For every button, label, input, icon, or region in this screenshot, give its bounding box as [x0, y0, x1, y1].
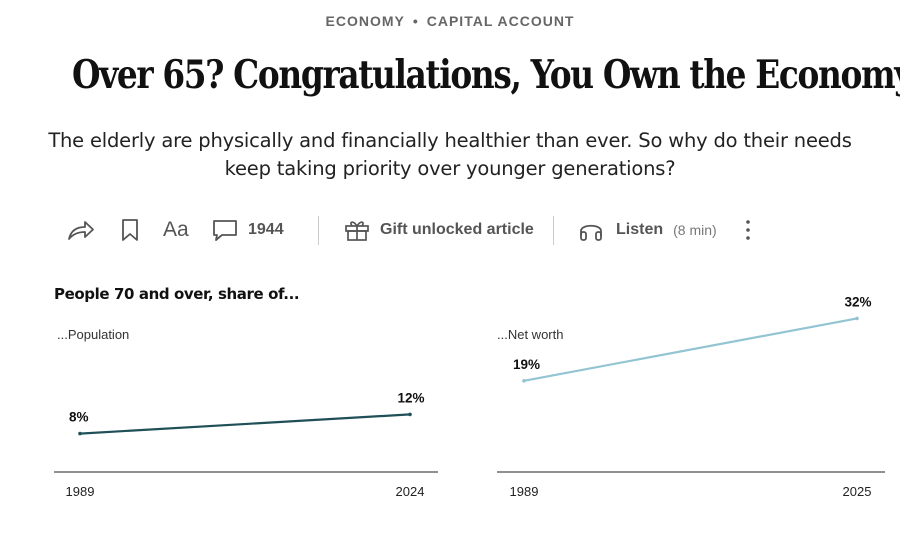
listen-label: Listen [616, 221, 664, 238]
headphones-icon [578, 218, 604, 242]
headline: Over 65? Congratulations, You Own the Ec… [72, 52, 900, 98]
share-button[interactable] [66, 212, 96, 248]
data-label: 32% [844, 294, 871, 309]
data-label: 12% [397, 390, 424, 405]
gift-article-button[interactable]: Gift unlocked article [344, 212, 534, 248]
article-toolbar: Aa 1944 Gift unlocked article Listen (8 … [66, 212, 786, 248]
panel-subtitle: ...Population [57, 327, 129, 342]
kicker-section-link[interactable]: ECONOMY [325, 13, 405, 29]
data-point [408, 412, 412, 417]
panel-subtitle: ...Net worth [497, 327, 563, 342]
kicker: ECONOMY • CAPITAL ACCOUNT [0, 13, 900, 29]
toolbar-divider [318, 216, 319, 245]
x-tick-label: 1989 [510, 484, 539, 499]
series-line [523, 317, 858, 382]
data-point [78, 431, 82, 436]
vertical-ellipsis-icon [744, 218, 752, 242]
chart-title: People 70 and over, share of... [54, 285, 300, 303]
dek: The elderly are physically and financial… [48, 129, 852, 180]
x-tick-label: 1989 [66, 484, 95, 499]
series-line [79, 413, 411, 435]
data-point [522, 379, 526, 383]
listen-button[interactable]: Listen (8 min) [578, 212, 717, 248]
x-tick-label: 2025 [843, 484, 872, 499]
comments-count: 1944 [248, 221, 284, 238]
data-label: 19% [513, 357, 540, 372]
listen-duration: (8 min) [673, 222, 717, 238]
kicker-column-link[interactable]: CAPITAL ACCOUNT [426, 13, 575, 29]
comment-bubble-icon [212, 218, 238, 242]
data-point [855, 316, 859, 321]
bookmark-button[interactable] [121, 212, 139, 248]
x-tick-label: 2024 [396, 484, 425, 499]
text-size-button[interactable]: Aa [163, 212, 189, 248]
data-label: 8% [69, 410, 89, 425]
text-size-label: Aa [163, 218, 189, 241]
toolbar-divider [553, 216, 554, 245]
gift-article-label: Gift unlocked article [380, 221, 534, 238]
bookmark-icon [121, 218, 139, 242]
gift-icon [344, 218, 370, 242]
comments-button[interactable]: 1944 [212, 212, 284, 248]
share-arrow-icon [66, 218, 96, 242]
more-options-button[interactable] [744, 212, 752, 248]
kicker-separator: • [412, 13, 419, 29]
